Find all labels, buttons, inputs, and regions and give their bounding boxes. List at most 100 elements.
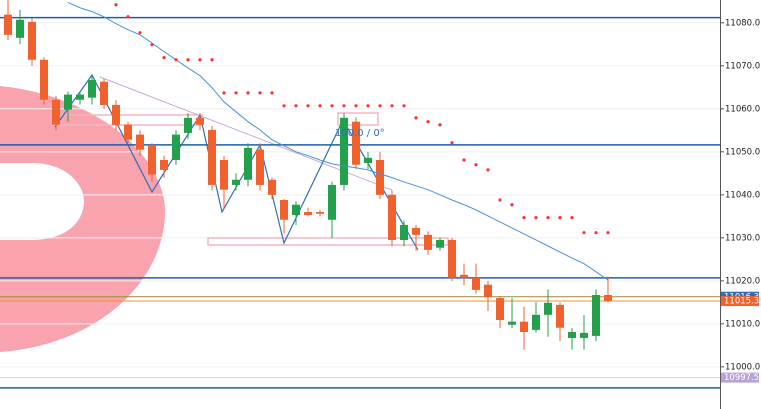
price-marker (721, 296, 759, 307)
candle-body (532, 314, 540, 330)
candle-body (412, 227, 420, 235)
sar-dot (450, 141, 454, 145)
sar-dot (474, 163, 478, 167)
price-marker (721, 372, 759, 383)
candle-body (256, 149, 264, 185)
sar-dot (378, 104, 382, 108)
candle-body (436, 239, 444, 248)
sar-dot (174, 58, 178, 62)
candle-body (172, 134, 180, 160)
sar-dot (402, 104, 406, 108)
sar-dot (486, 168, 490, 172)
sar-dot (126, 15, 130, 19)
candle-body (4, 14, 12, 35)
sar-dot (282, 104, 286, 108)
sar-dot (138, 31, 142, 35)
candle-body (268, 179, 276, 195)
candle-body (340, 117, 348, 185)
sar-dot (582, 231, 586, 235)
candle-body (400, 224, 408, 240)
sar-dot (234, 91, 238, 95)
candle-body (388, 194, 396, 240)
sar-dot (354, 104, 358, 108)
candle-body (220, 159, 228, 190)
candle-body (16, 19, 24, 38)
candle-body (352, 121, 360, 165)
candle-body (544, 302, 552, 315)
candle-body (424, 234, 432, 250)
sar-dot (390, 104, 394, 108)
sar-dot (222, 91, 226, 95)
candle-body (508, 321, 516, 325)
moving-average (67, 2, 609, 281)
price-marker-label: 10997.5 (724, 373, 759, 383)
candle-body (580, 332, 588, 339)
candle-body (184, 117, 192, 133)
sar-dot (570, 216, 574, 220)
candle-body (244, 147, 252, 180)
sar-dot (246, 91, 250, 95)
candle-body (196, 117, 204, 125)
sar-dot (150, 43, 154, 47)
y-tick-label: 11010.0 (725, 319, 760, 329)
candle-body (520, 321, 528, 333)
sar-dot (162, 56, 166, 60)
candle-body (304, 212, 312, 216)
candle-body (496, 298, 504, 320)
candle-body (28, 21, 36, 60)
candle-body (472, 277, 480, 290)
candle-body (148, 144, 156, 175)
sar-dot (306, 104, 310, 108)
sar-dot (318, 104, 322, 108)
candle-body (292, 204, 300, 216)
candle-body (88, 79, 96, 98)
sar-dot (186, 58, 190, 62)
indicators (67, 2, 610, 281)
sar-dot (498, 198, 502, 202)
sar-dot (330, 104, 334, 108)
candle-body (604, 295, 612, 302)
candle-body (232, 179, 240, 185)
y-tick-label: 11070.0 (725, 61, 760, 71)
candle-body (76, 94, 84, 100)
sar-dot (546, 216, 550, 220)
grid-layer (0, 22, 720, 368)
sar-dot (606, 231, 610, 235)
candle-body (484, 284, 492, 297)
y-tick-label: 11030.0 (725, 233, 760, 243)
sar-dot (258, 91, 262, 95)
y-tick-label: 11060.0 (725, 104, 760, 114)
candle-body (592, 295, 600, 336)
candle-body (328, 184, 336, 220)
sar-dot (210, 58, 214, 62)
price-marker-label: 11015.3 (724, 297, 759, 307)
y-tick-label: 11040.0 (725, 190, 760, 200)
sar-dot (366, 104, 370, 108)
sar-dot (594, 231, 598, 235)
y-tick-label: 11050.0 (725, 147, 760, 157)
sar-dot (534, 216, 538, 220)
y-tick-label: 11080.0 (725, 18, 760, 28)
sar-dot (342, 104, 346, 108)
sar-dot (270, 91, 274, 95)
sar-dot (522, 216, 526, 220)
candle-body (52, 99, 60, 125)
sar-dot (294, 104, 298, 108)
y-tick-label: 11000.0 (725, 362, 760, 372)
sar-dot (510, 203, 514, 207)
candles (4, 0, 612, 350)
candle-body (112, 104, 120, 125)
candle-body (460, 274, 468, 278)
candle-body (100, 81, 108, 105)
annotation: 100.0 / 0° (335, 128, 385, 139)
candle-body (160, 159, 168, 170)
price-axis (720, 0, 761, 409)
candle-body (316, 212, 324, 214)
candle-body (280, 199, 288, 220)
sar-dot (414, 116, 418, 120)
candle-body (208, 129, 216, 185)
y-tick-label: 11020.0 (725, 276, 760, 286)
sar-dot (558, 216, 562, 220)
sar-dot (426, 120, 430, 124)
